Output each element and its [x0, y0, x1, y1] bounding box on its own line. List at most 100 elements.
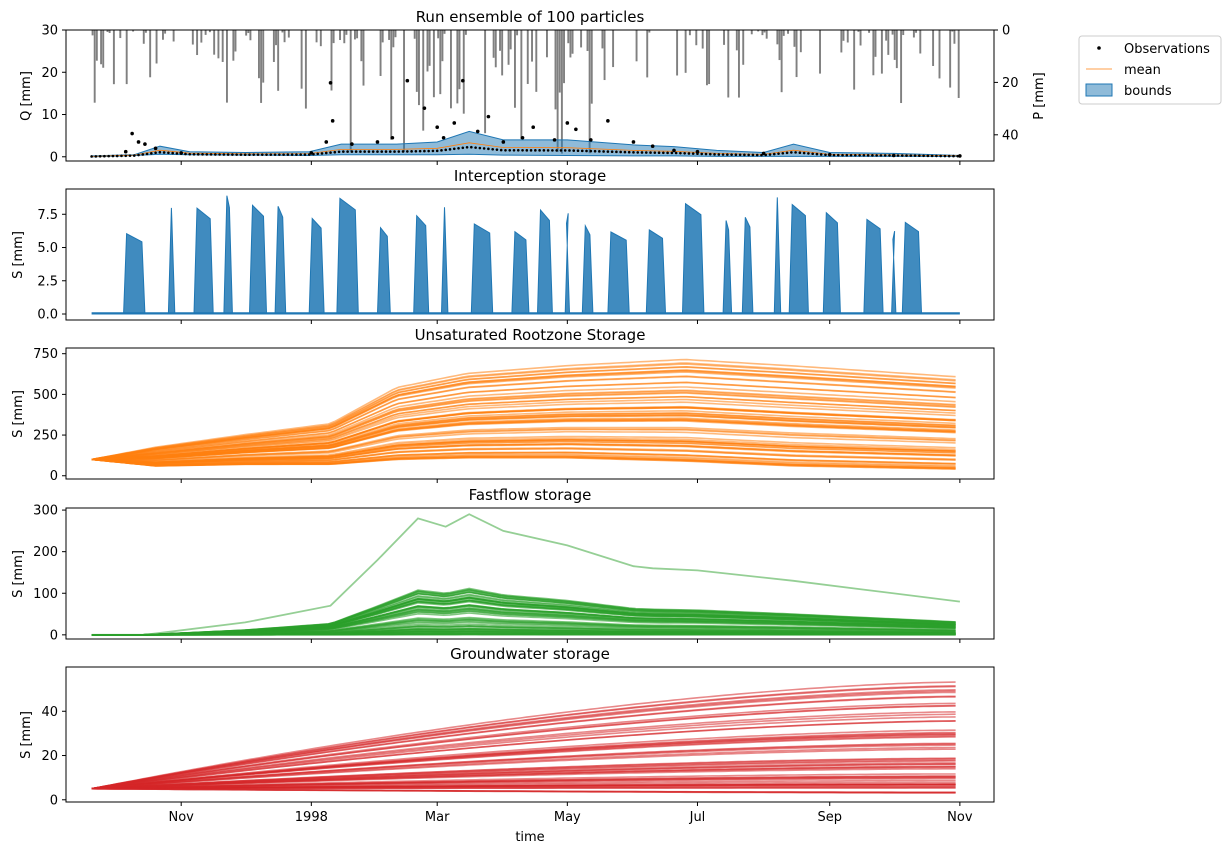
precip-bar: [125, 30, 128, 85]
observation-point: [691, 152, 695, 155]
legend-frame: [1078, 35, 1222, 105]
observation-point: [226, 153, 230, 156]
observation-point: [107, 154, 110, 158]
observation-point: [441, 135, 446, 140]
rootzone-series: [91, 438, 956, 464]
interception-event: [511, 230, 530, 314]
precip-bar: [601, 30, 604, 49]
observation-point: [188, 152, 192, 156]
observation-point: [145, 152, 149, 156]
precip-bar: [464, 30, 467, 35]
precip-bar: [304, 30, 307, 109]
precip-bar: [91, 30, 94, 36]
observation-point: [90, 155, 93, 158]
observation-point: [896, 154, 900, 157]
observation-point: [845, 153, 849, 157]
observation-point: [196, 153, 200, 156]
observation-point: [883, 154, 887, 157]
precip-bar: [556, 30, 559, 152]
interception-event: [891, 230, 897, 314]
precip-bar: [742, 30, 745, 65]
observation-point: [380, 150, 384, 153]
precip-bar: [418, 30, 420, 106]
observation-point: [939, 154, 942, 158]
observation-point: [534, 149, 537, 152]
observation-point: [640, 151, 644, 154]
observation-point: [717, 153, 721, 156]
observation-point: [943, 154, 947, 158]
observation-point: [410, 150, 413, 153]
observation-point: [278, 153, 281, 156]
observation-point: [303, 153, 307, 156]
y-tick-label: 2.5: [37, 274, 58, 289]
observation-point: [184, 152, 187, 156]
observation-point: [713, 153, 716, 156]
observation-point: [730, 153, 733, 156]
precip-bar: [586, 30, 589, 51]
x-tick-label: Mar: [425, 810, 450, 825]
legend-observations-label: Observations: [1124, 42, 1210, 57]
precip-bar: [912, 30, 915, 38]
y2-tick-label: 0: [1002, 24, 1010, 39]
precip-bar: [394, 30, 397, 38]
y-tick-label: 20: [41, 749, 58, 764]
precip-bar: [458, 30, 461, 90]
precip-bar: [381, 30, 384, 43]
observation-point: [474, 146, 477, 149]
precip-bar: [354, 30, 356, 40]
precip-bar: [695, 30, 698, 46]
precip-bar: [706, 30, 708, 86]
precip-bar: [684, 30, 687, 73]
groundwater-series: [91, 785, 956, 790]
precip-bar: [951, 30, 954, 32]
observation-point: [781, 151, 785, 155]
observation-point: [551, 149, 554, 152]
y-tick-label: 30: [41, 24, 58, 39]
observation-point: [243, 153, 247, 157]
groundwater-series: [91, 685, 956, 790]
precip-bar: [221, 30, 224, 62]
groundwater-series: [91, 716, 956, 790]
interception-event: [123, 232, 146, 314]
observation-point: [329, 151, 332, 154]
precip-bar: [428, 30, 431, 66]
observation-point: [785, 151, 789, 155]
precip-bar: [915, 30, 917, 33]
x-tick-label: Jul: [689, 810, 706, 825]
precip-bar: [456, 30, 459, 104]
precip-bar: [287, 30, 290, 38]
precip-bar: [509, 30, 512, 50]
precip-bar: [345, 30, 348, 35]
precip-bar: [701, 30, 704, 49]
observation-point: [192, 152, 196, 156]
observation-point: [555, 149, 558, 152]
observation-point: [235, 153, 238, 156]
observation-point: [875, 154, 878, 157]
observation-point: [891, 153, 896, 158]
interception-event: [607, 231, 630, 314]
observation-point: [239, 153, 243, 156]
precip-bar: [514, 30, 516, 108]
precip-bar: [819, 30, 821, 74]
x-tick-label: 1998: [295, 810, 328, 825]
rootzone-series: [91, 365, 956, 461]
precip-bar: [422, 30, 425, 131]
legend: Observations mean bounds: [1078, 35, 1222, 105]
observation-point: [606, 150, 610, 153]
interception-event: [901, 221, 923, 314]
precip-bar: [432, 30, 435, 98]
observation-point: [734, 153, 738, 157]
observation-point: [563, 149, 567, 152]
observation-point: [854, 153, 857, 157]
precip-bar: [315, 30, 318, 43]
observation-point: [162, 151, 166, 154]
y-tick-label: 0: [50, 469, 58, 484]
observation-point: [252, 153, 256, 156]
observation-point: [487, 147, 490, 151]
observation-point: [760, 153, 763, 157]
y-tick-label: 100: [33, 587, 58, 602]
observation-point: [615, 150, 618, 154]
y-tick-label: 0.0: [37, 308, 58, 323]
observation-point: [832, 153, 836, 157]
y-tick-label: 0: [50, 793, 58, 808]
